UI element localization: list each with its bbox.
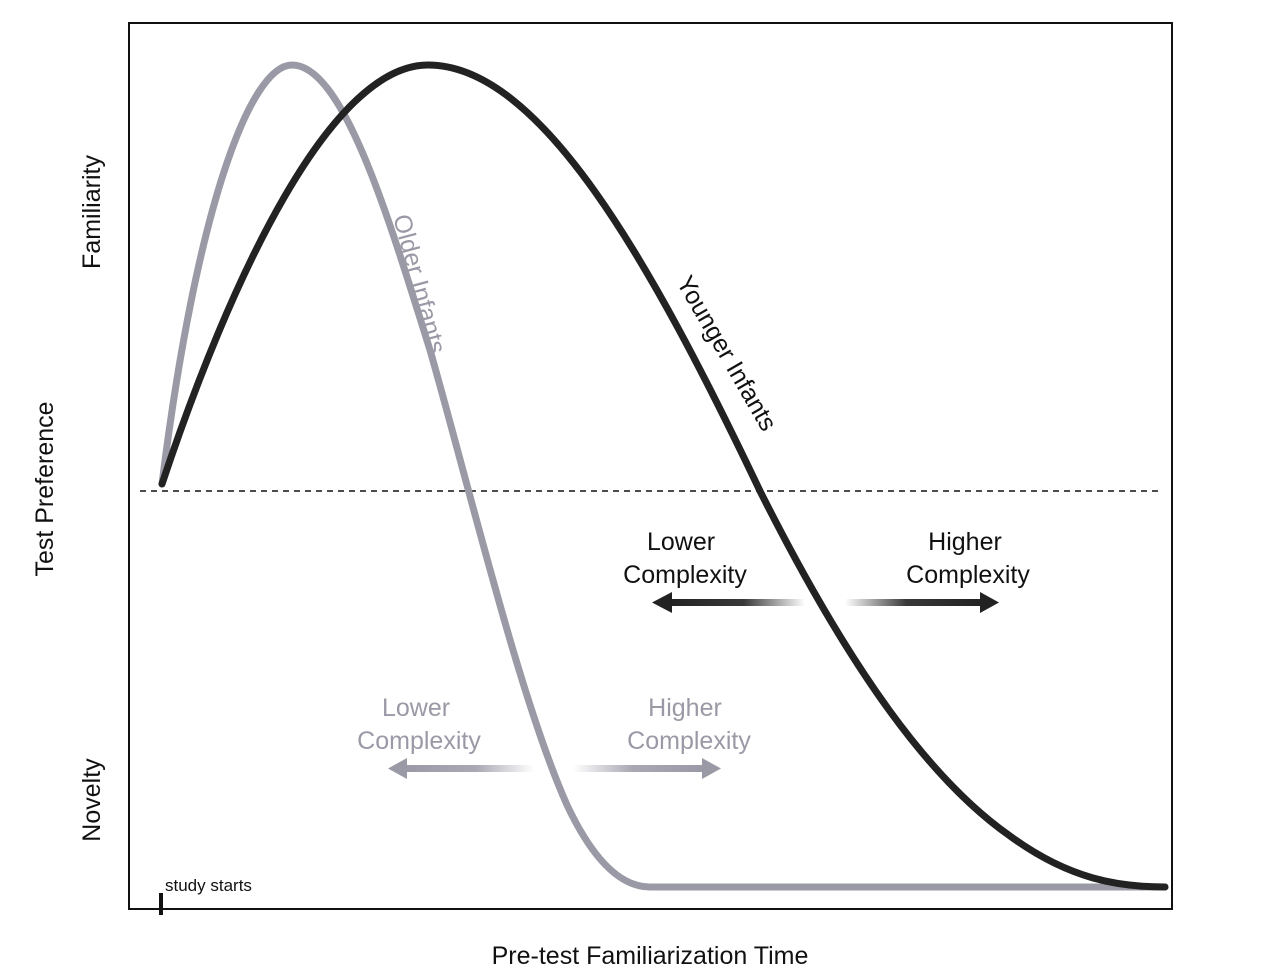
older-higher-arrowhead — [702, 758, 721, 779]
younger-lower-label-2: Complexity — [623, 561, 747, 589]
younger-higher-arrowhead — [980, 592, 999, 613]
older-lower-label-2: Complexity — [357, 727, 481, 755]
younger-higher-label-1: Higher — [928, 528, 1002, 556]
younger-complexity-arrows — [652, 592, 999, 613]
younger-lower-label-1: Lower — [647, 528, 715, 556]
younger-lower-arrowhead — [652, 592, 672, 613]
older-lower-arrowhead — [388, 758, 407, 779]
plot-frame — [128, 22, 1173, 910]
study-start-label: study starts — [165, 876, 252, 895]
x-axis-label: Pre-test Familiarization Time — [492, 942, 809, 970]
y-axis-bottom-label: Novelty — [78, 758, 106, 842]
older-higher-label-1: Higher — [648, 694, 722, 722]
older-lower-label-1: Lower — [382, 694, 450, 722]
older-higher-label-2: Complexity — [627, 727, 751, 755]
older-higher-arrow-shaft — [573, 765, 705, 772]
younger-higher-label-2: Complexity — [906, 561, 1030, 589]
older-complexity-arrows — [388, 758, 721, 779]
older-lower-arrow-shaft — [404, 765, 534, 772]
older-infants-curve — [158, 61, 1169, 891]
y-axis-top-label: Familiarity — [78, 155, 106, 269]
younger-infants-curve — [158, 61, 1169, 891]
older-infants-label: Older Infants — [387, 211, 451, 357]
y-axis-label: Test Preference — [31, 401, 59, 576]
younger-infants-label: Younger Infants — [671, 271, 782, 436]
younger-higher-arrow-shaft — [845, 599, 982, 606]
younger-lower-arrow-shaft — [668, 599, 805, 606]
